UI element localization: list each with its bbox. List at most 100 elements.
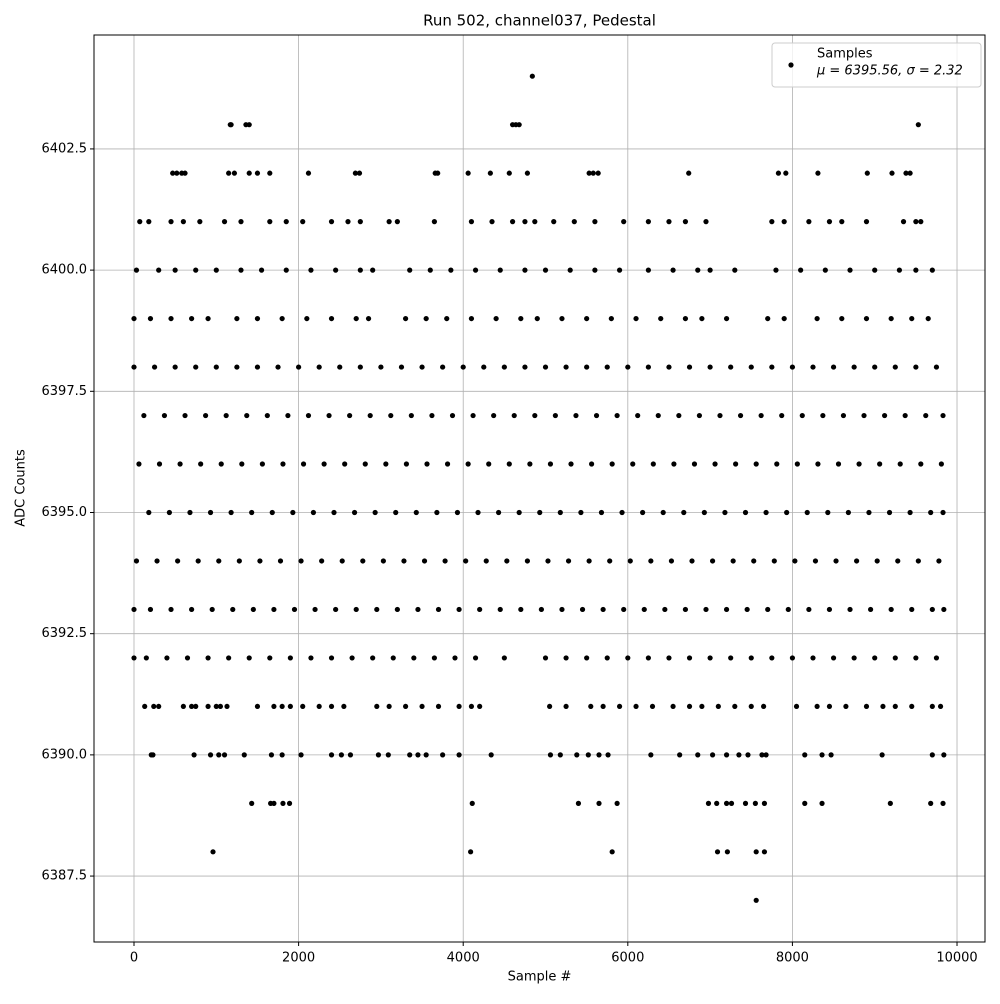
point	[703, 606, 709, 613]
point	[168, 315, 174, 322]
point	[365, 315, 372, 322]
point	[283, 219, 289, 225]
point	[889, 170, 895, 176]
point	[205, 655, 211, 661]
point	[516, 122, 522, 128]
point	[779, 412, 785, 419]
point	[501, 364, 507, 370]
point	[213, 703, 219, 710]
point	[625, 364, 631, 370]
point	[342, 461, 348, 467]
point	[689, 558, 695, 564]
point	[758, 412, 764, 419]
point	[940, 800, 946, 806]
point	[388, 412, 394, 419]
point	[918, 219, 924, 225]
point	[670, 703, 676, 710]
point	[166, 509, 172, 516]
point	[815, 170, 821, 176]
point	[221, 219, 228, 225]
point	[792, 558, 798, 564]
point	[806, 606, 812, 613]
point	[271, 703, 277, 710]
x-axis-label: Sample #	[508, 970, 572, 985]
point	[475, 509, 481, 516]
point	[575, 800, 582, 806]
point	[472, 267, 479, 273]
point	[506, 461, 512, 467]
point	[440, 752, 446, 758]
point	[339, 558, 345, 564]
point	[699, 315, 705, 322]
point	[326, 412, 332, 419]
point	[407, 267, 413, 273]
point	[814, 315, 820, 322]
point	[351, 509, 358, 516]
point	[226, 170, 232, 176]
point	[814, 703, 820, 710]
point	[216, 558, 222, 564]
point	[345, 219, 351, 225]
point	[524, 170, 531, 176]
point	[444, 461, 451, 467]
point	[249, 800, 255, 806]
point	[785, 606, 791, 613]
point	[386, 703, 392, 710]
point	[468, 849, 474, 855]
point	[360, 558, 366, 564]
point	[563, 655, 569, 661]
point	[677, 752, 683, 758]
point	[748, 364, 754, 370]
point	[806, 219, 812, 225]
x-tick-label: 8000	[776, 951, 809, 966]
point	[773, 267, 779, 273]
point	[771, 558, 777, 564]
point	[707, 655, 713, 661]
point	[633, 703, 639, 710]
point	[621, 219, 627, 225]
point	[205, 703, 211, 710]
point	[213, 364, 219, 370]
point	[275, 364, 281, 370]
point	[393, 509, 399, 516]
legend-marker	[788, 62, 794, 68]
point	[596, 800, 602, 806]
legend: Samples μ = 6395.56, σ = 2.32	[771, 42, 982, 88]
point	[241, 752, 247, 758]
point	[131, 655, 137, 661]
point	[662, 606, 668, 613]
point	[802, 800, 808, 806]
point	[184, 655, 191, 661]
point	[486, 461, 492, 467]
point	[187, 509, 193, 516]
point	[168, 606, 174, 613]
point	[616, 703, 623, 710]
point	[402, 315, 409, 322]
point	[879, 752, 885, 758]
point	[254, 170, 261, 176]
point	[456, 752, 462, 758]
point	[504, 558, 510, 564]
point	[828, 752, 834, 758]
point	[506, 170, 512, 176]
point	[449, 412, 456, 419]
point	[593, 412, 600, 419]
point	[495, 509, 502, 516]
point	[686, 364, 693, 370]
point	[769, 655, 775, 661]
y-tick-label: 6400.0	[42, 263, 88, 278]
point	[429, 412, 435, 419]
point	[928, 800, 934, 806]
point	[444, 315, 450, 322]
point	[207, 509, 214, 516]
point	[892, 364, 898, 370]
point	[909, 315, 915, 322]
point	[730, 558, 736, 564]
point	[435, 703, 442, 710]
point	[511, 412, 517, 419]
point	[465, 170, 471, 176]
point	[775, 170, 782, 176]
point	[695, 752, 701, 758]
